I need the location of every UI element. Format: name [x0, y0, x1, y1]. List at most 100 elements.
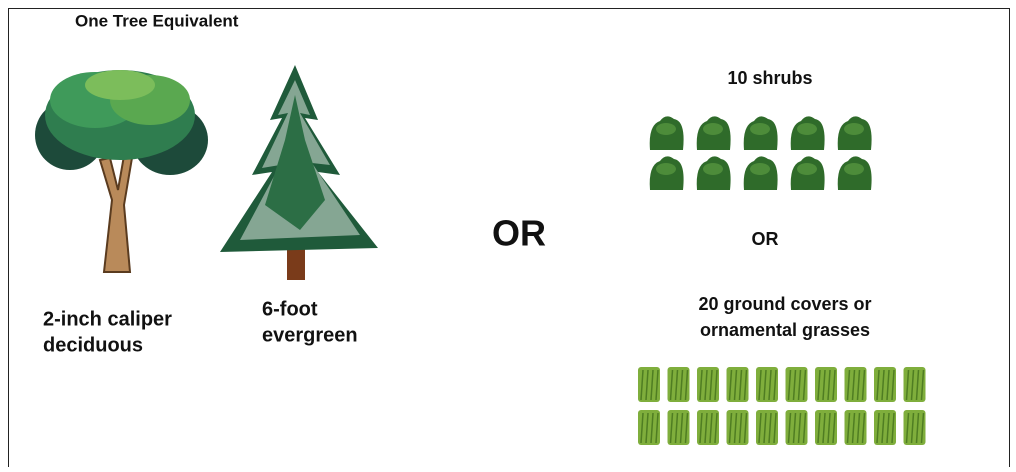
grass-blade [802, 412, 807, 444]
grass-blade [758, 412, 762, 444]
grass-blade [832, 369, 836, 401]
grass-blade [704, 412, 708, 444]
shrub-icon [696, 116, 731, 150]
grass-blade [699, 412, 703, 444]
grass-icon [785, 367, 808, 402]
grass-blade [684, 369, 689, 401]
grass-shape [785, 410, 808, 445]
grass-icon [667, 367, 690, 402]
shrub-highlight [656, 163, 676, 175]
shrub-highlight [797, 163, 817, 175]
grass-blade [640, 412, 644, 444]
grass-blade [792, 369, 797, 401]
grass-blade [768, 412, 772, 444]
grass-blade [709, 369, 713, 401]
shrub-highlight [703, 123, 723, 135]
grass-blade [861, 369, 866, 401]
grass-blade [856, 412, 861, 444]
grass-blade [827, 412, 831, 444]
grass-icon [815, 410, 837, 445]
shrub-icon [790, 116, 825, 150]
grass-blade [655, 369, 659, 401]
grass-icon [726, 367, 749, 402]
grass-blade [773, 412, 777, 444]
grass-blade [797, 412, 802, 444]
grass-blade [709, 412, 713, 444]
tree-label-line: evergreen [262, 324, 358, 346]
grass-blade [822, 369, 826, 401]
grass-blade [679, 412, 684, 444]
grass-blade [851, 412, 856, 444]
grass-blade [876, 369, 880, 401]
shrub-icon [790, 156, 825, 190]
grass-shape [638, 367, 660, 402]
grass-blade [787, 412, 792, 444]
grass-blade [822, 412, 826, 444]
shrub-highlight [750, 163, 770, 175]
grass-blade [733, 412, 738, 444]
grass-blade [817, 412, 821, 444]
grass-shape [667, 410, 690, 445]
inner-separator: OR [752, 229, 779, 249]
grass-blade [881, 369, 885, 401]
grass-icon [756, 410, 778, 445]
grass-icon [874, 367, 896, 402]
grass-blade [817, 369, 821, 401]
grass-blade [743, 369, 748, 401]
shrub-icon [649, 116, 684, 150]
shrubs-label: 10 shrubs [727, 68, 812, 88]
grass-icon [697, 410, 719, 445]
grass-blade [684, 412, 689, 444]
grass-blade [743, 412, 748, 444]
grass-shape [903, 410, 926, 445]
shrub-icon [837, 116, 872, 150]
grass-shape [815, 367, 837, 402]
shrub-icon [696, 156, 731, 190]
tree-label-line: 2-inch caliper [43, 308, 172, 330]
grass-icon [903, 410, 926, 445]
grass-shape [874, 410, 896, 445]
grass-blade [655, 412, 659, 444]
grass-shape [756, 367, 778, 402]
ground-covers-label-line: 20 ground covers or [698, 294, 871, 314]
shrub-icon [743, 116, 778, 150]
grass-blade [773, 369, 777, 401]
grass-blade [886, 369, 890, 401]
grass-blade [792, 412, 797, 444]
grass-shape [815, 410, 837, 445]
grass-blade [669, 412, 674, 444]
grass-icon [844, 367, 867, 402]
grass-blade [910, 412, 915, 444]
grass-blade [674, 369, 679, 401]
grass-shape [697, 410, 719, 445]
shrubs-icons [649, 116, 872, 190]
grass-blade [645, 369, 649, 401]
grass-blade [905, 412, 910, 444]
grass-shape [726, 410, 749, 445]
grass-blade [679, 369, 684, 401]
grass-shape [667, 367, 690, 402]
grass-shape [903, 367, 926, 402]
grass-icon [697, 367, 719, 402]
grass-blade [669, 369, 674, 401]
grass-blade [645, 412, 649, 444]
grass-blade [728, 369, 733, 401]
shrub-highlight [656, 123, 676, 135]
grass-blade [915, 369, 920, 401]
grass-blade [738, 412, 743, 444]
shrub-icon [837, 156, 872, 190]
grass-shape [785, 367, 808, 402]
grass-blade [851, 369, 856, 401]
grass-blade [920, 412, 925, 444]
grass-blade [891, 369, 895, 401]
grass-blade [910, 369, 915, 401]
grass-icon [815, 367, 837, 402]
grass-blade [763, 369, 767, 401]
shrub-icon [649, 156, 684, 190]
ground-covers-label-line: ornamental grasses [700, 320, 870, 340]
grass-blade [802, 369, 807, 401]
grass-icon [756, 367, 778, 402]
grass-icon [844, 410, 867, 445]
shrub-highlight [703, 163, 723, 175]
title: One Tree Equivalent [75, 11, 239, 30]
